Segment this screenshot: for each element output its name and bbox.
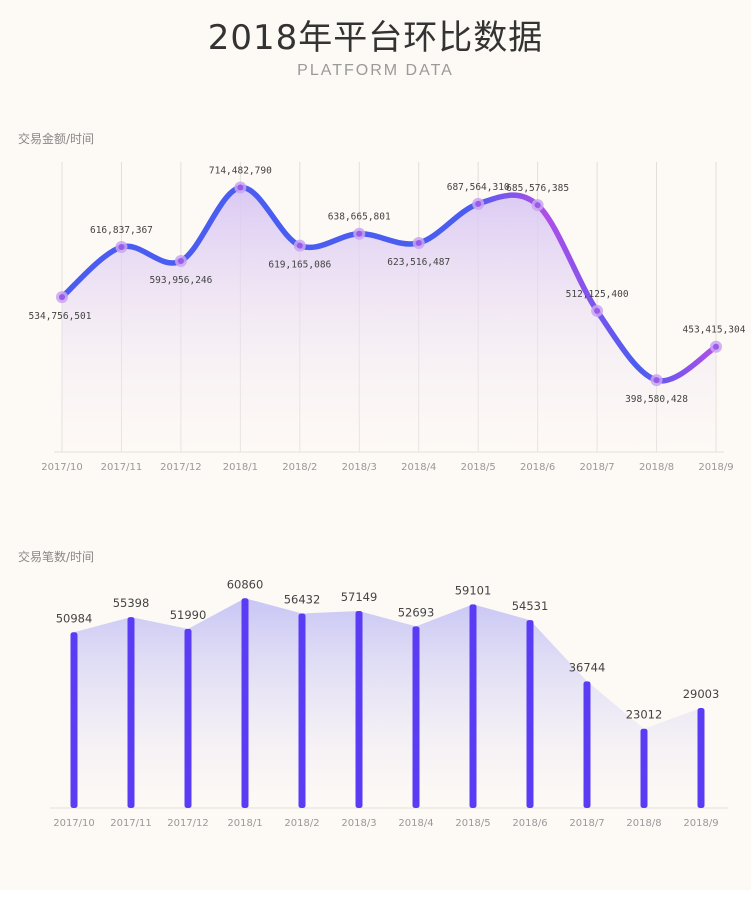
line-x-tick-label: 2018/4 [401, 462, 436, 473]
bar-x-tick-label: 2017/11 [110, 818, 152, 829]
bar-chart: 50984 2017/10 55398 2017/11 51990 2017/12 6086… [50, 577, 728, 829]
line-x-tick-label: 2018/1 [223, 462, 258, 473]
line-point [118, 244, 125, 251]
line-x-tick-label: 2018/3 [342, 462, 377, 473]
bar-area-fill [74, 598, 701, 808]
line-data-label: 638,665,801 [328, 212, 391, 223]
bar-x-tick-label: 2017/10 [53, 818, 95, 829]
bar [526, 620, 534, 808]
line-area-fill [62, 187, 716, 452]
bar [127, 617, 135, 808]
bottom-strip [0, 890, 751, 906]
line-point [59, 294, 65, 301]
bar-data-label: 54531 [512, 599, 549, 613]
bar-x-tick-label: 2018/6 [512, 818, 547, 829]
bar-data-label: 51990 [170, 608, 207, 622]
line-data-label: 687,564,310 [447, 182, 510, 193]
bar-data-label: 56432 [284, 593, 321, 607]
line-data-label: 714,482,790 [209, 165, 272, 176]
line-point [653, 377, 660, 384]
line-data-label: 685,576,385 [506, 183, 569, 194]
line-chart-title: 交易金额/时间 [18, 132, 95, 146]
bar-data-label: 23012 [626, 708, 663, 722]
bar-x-tick-label: 2017/12 [167, 818, 209, 829]
bar-data-label: 60860 [227, 577, 264, 591]
bar [469, 604, 477, 808]
bar [583, 681, 591, 808]
bar-x-tick-label: 2018/9 [683, 818, 718, 829]
line-point [356, 230, 363, 237]
bar-data-label: 50984 [56, 611, 93, 625]
bar-x-tick-label: 2018/2 [284, 818, 319, 829]
bar-data-label: 55398 [113, 596, 150, 610]
line-data-label: 453,415,304 [683, 325, 746, 336]
bar-data-label: 52693 [398, 605, 435, 619]
bar [355, 611, 363, 808]
line-point [475, 200, 482, 207]
bar [697, 708, 705, 808]
line-point [594, 307, 601, 314]
bar-data-label: 29003 [683, 687, 720, 701]
line-point [177, 257, 184, 264]
bar-x-tick-label: 2018/8 [626, 818, 661, 829]
line-point [534, 202, 541, 209]
bar-x-tick-label: 2018/3 [341, 818, 376, 829]
bar-chart-title: 交易笔数/时间 [18, 550, 95, 564]
line-data-label: 623,516,487 [387, 257, 450, 268]
page-subtitle: PLATFORM DATA [297, 62, 454, 79]
bar-x-tick-label: 2018/5 [455, 818, 490, 829]
bar-x-tick-label: 2018/7 [569, 818, 604, 829]
line-chart: 534,756,501 2017/10 616,837,367 2017/11 593,… [29, 162, 746, 473]
bar [412, 626, 420, 808]
bar-data-label: 57149 [341, 590, 378, 604]
bar [640, 728, 648, 808]
line-x-tick-label: 2018/7 [579, 462, 614, 473]
line-point [296, 242, 303, 249]
line-x-tick-label: 2017/12 [160, 462, 202, 473]
line-x-tick-label: 2018/6 [520, 462, 555, 473]
line-x-tick-label: 2017/11 [101, 462, 143, 473]
line-point [237, 184, 244, 191]
bar [241, 598, 249, 808]
bar-data-label: 36744 [569, 660, 606, 674]
line-x-tick-label: 2018/8 [639, 462, 674, 473]
line-data-label: 512,125,400 [566, 289, 629, 300]
bar-x-tick-label: 2018/4 [398, 818, 433, 829]
line-x-tick-label: 2018/2 [282, 462, 317, 473]
bar-x-tick-label: 2018/1 [227, 818, 262, 829]
bar [298, 613, 306, 808]
line-data-label: 593,956,246 [149, 275, 212, 286]
line-x-tick-label: 2017/10 [41, 462, 83, 473]
bar [184, 628, 192, 808]
line-data-label: 534,756,501 [29, 311, 92, 322]
bar [70, 632, 78, 808]
page-title: 2018年平台环比数据 [207, 18, 544, 58]
line-x-tick-label: 2018/9 [698, 462, 733, 473]
bar-data-label: 59101 [455, 583, 492, 597]
line-data-label: 619,165,086 [268, 260, 331, 271]
line-data-label: 398,580,428 [625, 394, 688, 405]
line-point [713, 343, 719, 350]
line-point [415, 239, 422, 246]
line-x-tick-label: 2018/5 [461, 462, 496, 473]
line-data-label: 616,837,367 [90, 225, 153, 236]
